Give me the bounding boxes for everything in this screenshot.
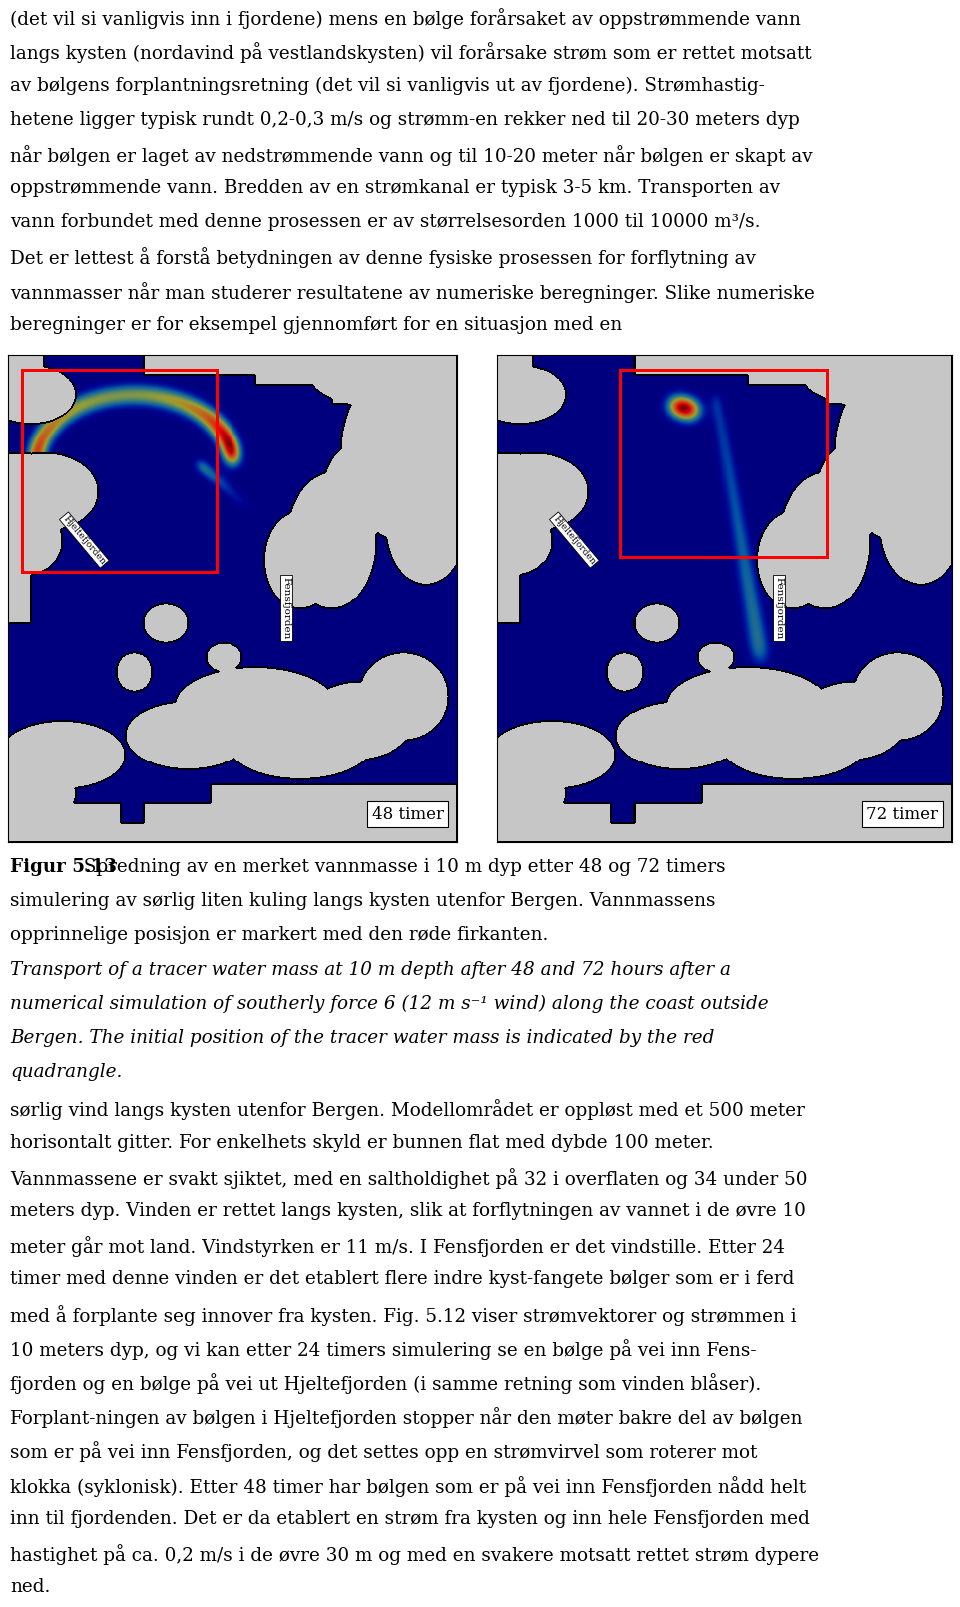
Text: 10 meters dyp, og vi kan etter 24 timers simulering se en bølge på vei inn Fens-: 10 meters dyp, og vi kan etter 24 timers… (10, 1339, 756, 1360)
Text: vann forbundet med denne prosessen er av størrelsesorden 1000 til 10000 m³/s.: vann forbundet med denne prosessen er av… (10, 214, 760, 231)
Text: 72 timer: 72 timer (866, 805, 938, 823)
Text: meter går mot land. Vindstyrken er 11 m/s. I Fensfjorden er det vindstille. Ette: meter går mot land. Vindstyrken er 11 m/… (10, 1236, 785, 1257)
Text: ned.: ned. (10, 1578, 50, 1596)
Text: hastighet på ca. 0,2 m/s i de øvre 30 m og med en svakere motsatt rettet strøm d: hastighet på ca. 0,2 m/s i de øvre 30 m … (10, 1544, 819, 1565)
Text: vannmasser når man studerer resultatene av numeriske beregninger. Slike numerisk: vannmasser når man studerer resultatene … (10, 281, 815, 302)
Text: fjorden og en bølge på vei ut Hjeltefjorden (i samme retning som vinden blåser).: fjorden og en bølge på vei ut Hjeltefjor… (10, 1372, 761, 1393)
Text: Hjeltefjorden: Hjeltefjorden (61, 514, 108, 566)
Text: Fensfjorden: Fensfjorden (282, 577, 291, 640)
Text: Det er lettest å forstå betydningen av denne fysiske prosessen for forflytning a: Det er lettest å forstå betydningen av d… (10, 247, 756, 268)
Text: numerical simulation of southerly force 6 (12 m s⁻¹ wind) along the coast outsid: numerical simulation of southerly force … (10, 995, 769, 1012)
Text: quadrangle.: quadrangle. (10, 1064, 122, 1082)
Text: beregninger er for eksempel gjennomført for en situasjon med en: beregninger er for eksempel gjennomført … (10, 317, 622, 334)
Text: hetene ligger typisk rundt 0,2-0,3 m/s og strømm-en rekker ned til 20-30 meters : hetene ligger typisk rundt 0,2-0,3 m/s o… (10, 111, 800, 129)
Text: Fensfjorden: Fensfjorden (775, 577, 783, 640)
Text: av bølgens forplantningsretning (det vil si vanligvis ut av fjordene). Strømhast: av bølgens forplantningsretning (det vil… (10, 77, 765, 95)
Text: oppstrømmende vann. Bredden av en strømkanal er typisk 3-5 km. Transporten av: oppstrømmende vann. Bredden av en strømk… (10, 178, 780, 198)
Text: timer med denne vinden er det etablert flere indre kyst-fangete bølger som er i : timer med denne vinden er det etablert f… (10, 1271, 794, 1289)
Text: med å forplante seg innover fra kysten. Fig. 5.12 viser strømvektorer og strømme: med å forplante seg innover fra kysten. … (10, 1305, 797, 1326)
Text: klokka (syklonisk). Etter 48 timer har bølgen som er på vei inn Fensfjorden nådd: klokka (syklonisk). Etter 48 timer har b… (10, 1475, 806, 1496)
Text: sørlig vind langs kysten utenfor Bergen. Modellområdet er oppløst med et 500 met: sørlig vind langs kysten utenfor Bergen.… (10, 1099, 804, 1120)
Text: Bergen. The initial position of the tracer water mass is indicated by the red: Bergen. The initial position of the trac… (10, 1028, 714, 1048)
Text: Forplant-ningen av bølgen i Hjeltefjorden stopper når den møter bakre del av bøl: Forplant-ningen av bølgen i Hjeltefjorde… (10, 1408, 803, 1429)
Text: Hjeltefjorden: Hjeltefjorden (551, 514, 597, 566)
Text: meters dyp. Vinden er rettet langs kysten, slik at forflytningen av vannet i de : meters dyp. Vinden er rettet langs kyste… (10, 1202, 805, 1220)
Text: når bølgen er laget av nedstrømmende vann og til 10-20 meter når bølgen er skapt: når bølgen er laget av nedstrømmende van… (10, 145, 812, 166)
Text: langs kysten (nordavind på vestlandskysten) vil forårsake strøm som er rettet mo: langs kysten (nordavind på vestlandskyst… (10, 42, 811, 63)
Text: horisontalt gitter. For enkelhets skyld er bunnen flat med dybde 100 meter.: horisontalt gitter. For enkelhets skyld … (10, 1133, 713, 1152)
Text: Figur 5.13: Figur 5.13 (10, 858, 117, 876)
Text: Spredning av en merket vannmasse i 10 m dyp etter 48 og 72 timers: Spredning av en merket vannmasse i 10 m … (78, 858, 726, 876)
Text: opprinnelige posisjon er markert med den røde firkanten.: opprinnelige posisjon er markert med den… (10, 926, 548, 945)
Text: 48 timer: 48 timer (372, 805, 444, 823)
Text: (det vil si vanligvis inn i fjordene) mens en bølge forårsaket av oppstrømmende : (det vil si vanligvis inn i fjordene) me… (10, 8, 801, 29)
Text: Transport of a tracer water mass at 10 m depth after 48 and 72 hours after a: Transport of a tracer water mass at 10 m… (10, 961, 731, 979)
Text: Vannmassene er svakt sjiktet, med en saltholdighet på 32 i overflaten og 34 unde: Vannmassene er svakt sjiktet, med en sal… (10, 1168, 807, 1189)
Text: inn til fjordenden. Det er da etablert en strøm fra kysten og inn hele Fensfjord: inn til fjordenden. Det er da etablert e… (10, 1511, 810, 1528)
Text: som er på vei inn Fensfjorden, og det settes opp en strømvirvel som roterer mot: som er på vei inn Fensfjorden, og det se… (10, 1441, 757, 1462)
Text: simulering av sørlig liten kuling langs kysten utenfor Bergen. Vannmassens: simulering av sørlig liten kuling langs … (10, 892, 715, 910)
